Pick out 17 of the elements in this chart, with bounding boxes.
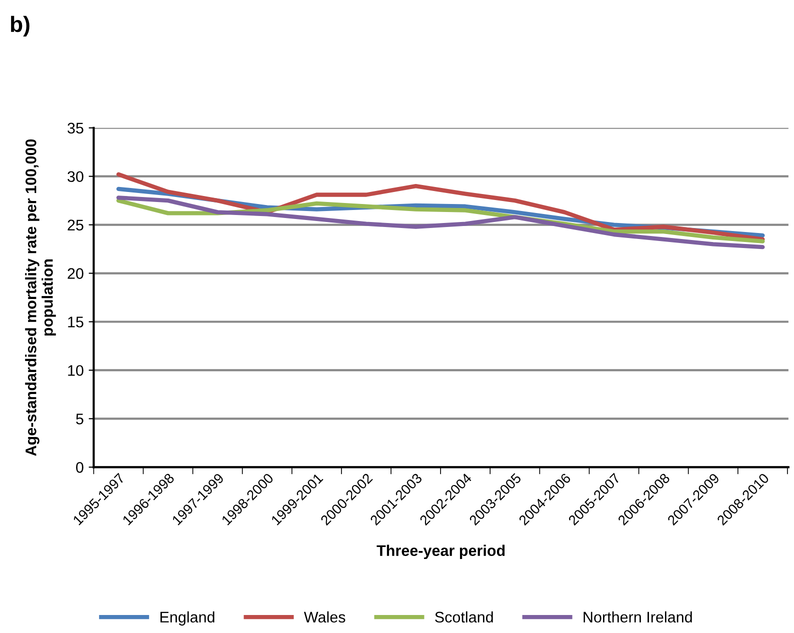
y-tick-label: 20 xyxy=(68,268,84,279)
y-tick-label: 35 xyxy=(68,122,84,134)
legend-label: England xyxy=(160,611,214,626)
legend-label: Northern Ireland xyxy=(584,611,692,623)
legend-label: Scotland xyxy=(435,611,493,623)
y-tick-label: 5 xyxy=(76,414,84,424)
x-axis-title: Three-year period xyxy=(376,544,505,560)
y-tick-label: 15 xyxy=(68,316,84,328)
y-tick-label: 0 xyxy=(76,462,84,473)
line-series xyxy=(116,172,765,242)
line-series xyxy=(116,196,765,250)
y-tick-label: 10 xyxy=(68,365,84,376)
y-axis-title: Age-standardised mortality rate per 100,000 population xyxy=(25,139,56,456)
y-tick-label: 30 xyxy=(68,171,84,182)
y-tick-label: 25 xyxy=(68,220,84,230)
text: b) xyxy=(10,16,30,37)
legend-label: Wales xyxy=(304,611,346,623)
